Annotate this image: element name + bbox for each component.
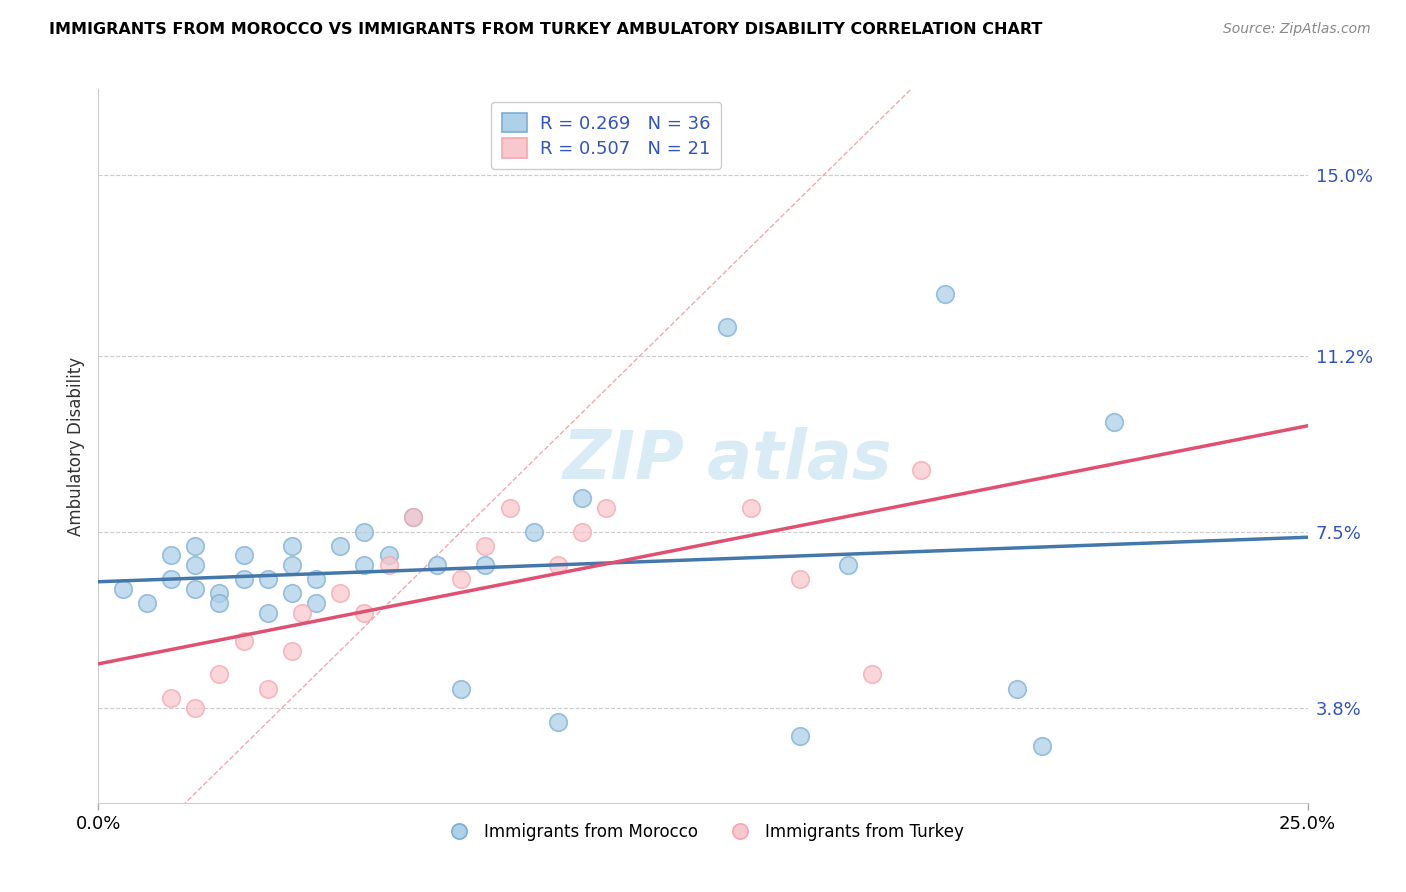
Point — [281, 558, 304, 572]
Point — [1102, 415, 1125, 429]
Point — [402, 510, 425, 524]
Text: IMMIGRANTS FROM MOROCCO VS IMMIGRANTS FROM TURKEY AMBULATORY DISABILITY CORRELAT: IMMIGRANTS FROM MOROCCO VS IMMIGRANTS FR… — [49, 22, 1043, 37]
Point — [232, 549, 254, 563]
Point — [184, 539, 207, 553]
Point — [256, 572, 278, 586]
Point — [716, 320, 738, 334]
Point — [837, 558, 859, 572]
Point — [184, 558, 207, 572]
Point — [160, 691, 183, 706]
Y-axis label: Ambulatory Disability: Ambulatory Disability — [66, 357, 84, 535]
Point — [208, 586, 231, 600]
Legend: Immigrants from Morocco, Immigrants from Turkey: Immigrants from Morocco, Immigrants from… — [436, 817, 970, 848]
Point — [547, 714, 569, 729]
Point — [498, 500, 520, 515]
Point — [474, 539, 496, 553]
Point — [547, 558, 569, 572]
Point — [789, 729, 811, 743]
Point — [305, 572, 328, 586]
Point — [135, 596, 157, 610]
Point — [934, 286, 956, 301]
Point — [281, 586, 304, 600]
Point — [290, 606, 312, 620]
Point — [377, 558, 399, 572]
Point — [353, 558, 375, 572]
Point — [111, 582, 134, 596]
Point — [160, 549, 183, 563]
Point — [281, 539, 304, 553]
Point — [474, 558, 496, 572]
Point — [232, 572, 254, 586]
Point — [450, 572, 472, 586]
Point — [329, 586, 352, 600]
Point — [281, 643, 304, 657]
Point — [450, 681, 472, 696]
Point — [910, 463, 932, 477]
Point — [595, 500, 617, 515]
Point — [1031, 739, 1053, 753]
Point — [329, 539, 352, 553]
Text: ZIP atlas: ZIP atlas — [562, 427, 891, 493]
Point — [402, 510, 425, 524]
Point — [523, 524, 546, 539]
Text: Source: ZipAtlas.com: Source: ZipAtlas.com — [1223, 22, 1371, 37]
Point — [160, 572, 183, 586]
Point — [353, 606, 375, 620]
Point — [789, 572, 811, 586]
Point — [740, 500, 762, 515]
Point — [1007, 681, 1029, 696]
Point — [377, 549, 399, 563]
Point — [184, 700, 207, 714]
Point — [305, 596, 328, 610]
Point — [860, 667, 883, 681]
Point — [353, 524, 375, 539]
Point — [208, 667, 231, 681]
Point — [208, 596, 231, 610]
Point — [256, 681, 278, 696]
Point — [571, 524, 593, 539]
Point — [184, 582, 207, 596]
Point — [232, 634, 254, 648]
Point — [256, 606, 278, 620]
Point — [426, 558, 449, 572]
Point — [571, 491, 593, 506]
